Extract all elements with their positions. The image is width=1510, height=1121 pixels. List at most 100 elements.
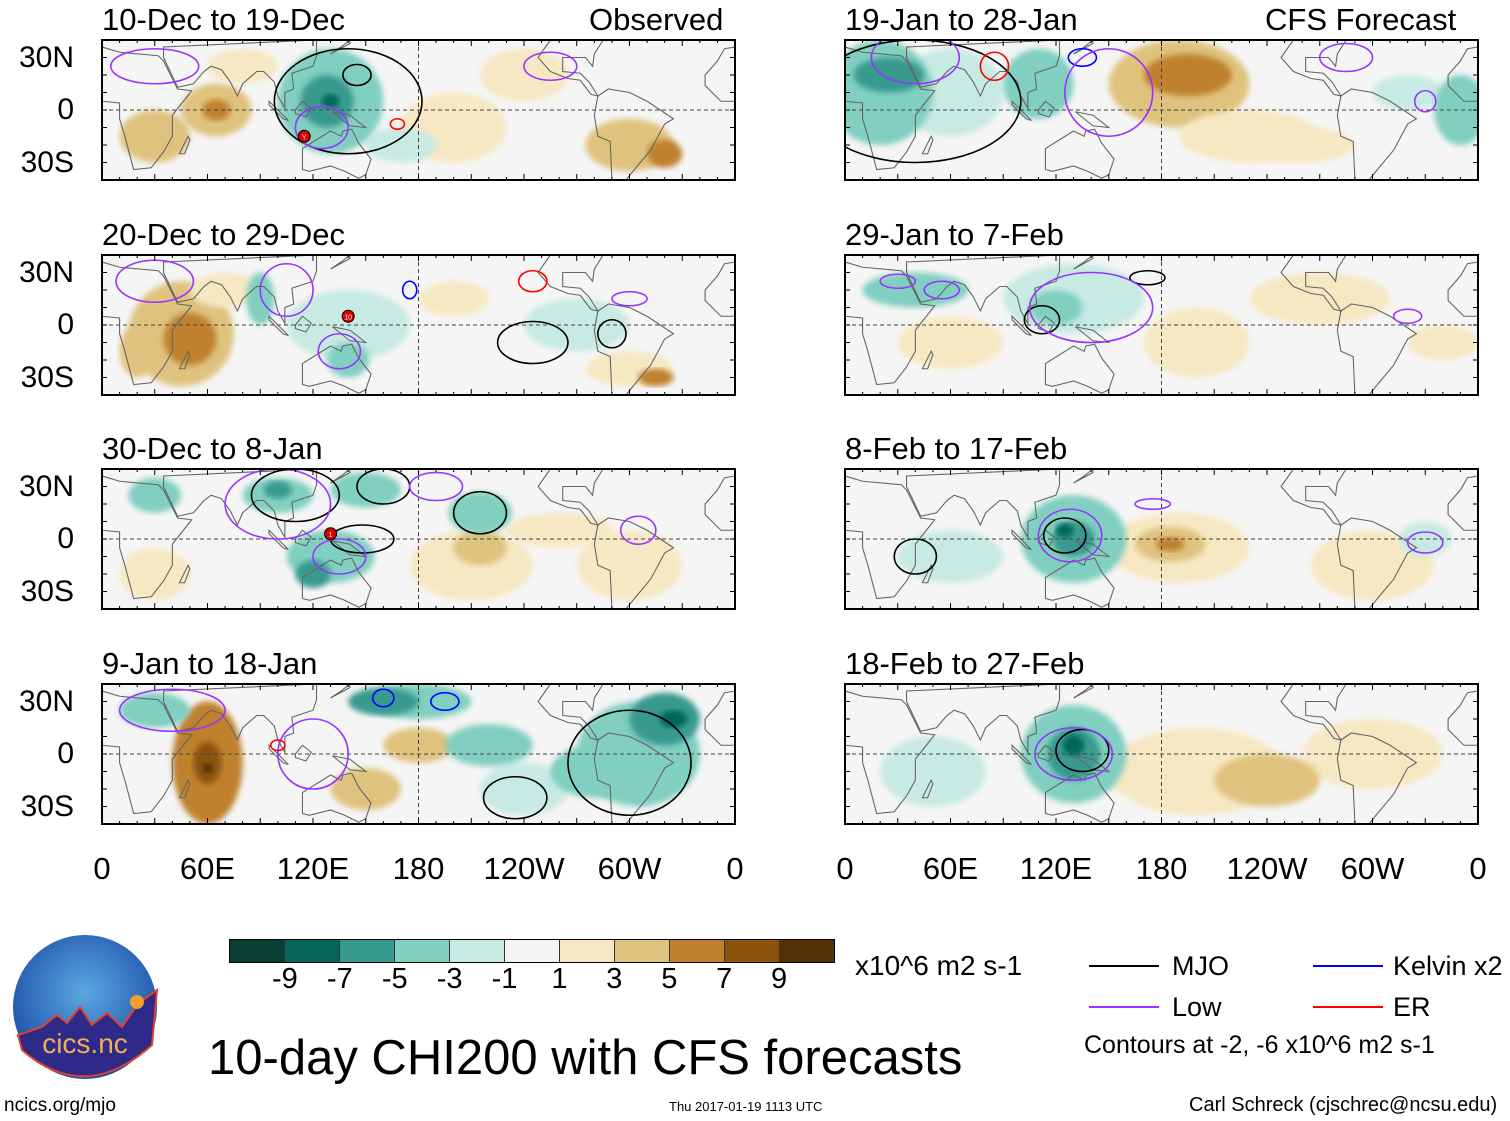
mjo-contour — [1055, 728, 1110, 773]
low-contour — [870, 40, 961, 85]
coastline — [537, 40, 604, 97]
longitude-label: 120W — [483, 851, 565, 886]
coastline — [593, 517, 675, 609]
coastline — [704, 475, 735, 531]
anomaly-region — [1156, 537, 1185, 552]
footer-url[interactable]: ncics.org/mjo — [4, 1095, 116, 1116]
anomaly-region — [295, 560, 331, 588]
latitude-label: 30S — [20, 789, 74, 823]
er-contour — [979, 51, 1010, 82]
panel-title: 10-Dec to 19-Dec — [102, 2, 345, 37]
mjo-contour — [845, 40, 1022, 164]
anomaly-region — [1214, 754, 1320, 807]
longitude-label: 120E — [1019, 851, 1093, 886]
mjo-contour — [482, 775, 548, 820]
anomaly-region — [330, 472, 401, 508]
low-contour — [1406, 531, 1444, 554]
anomaly-region — [263, 481, 292, 499]
coastline — [178, 564, 191, 584]
colorbar-label: 1 — [551, 963, 568, 995]
low-contour — [312, 538, 367, 575]
colorbar-units: x10^6 m2 s-1 — [855, 950, 1023, 981]
coastline — [330, 684, 351, 699]
anomaly-region — [383, 727, 454, 763]
anomaly-region — [348, 687, 419, 716]
colorbar-label: -3 — [436, 963, 463, 995]
anomaly-region — [1063, 734, 1085, 756]
mjo-contour — [342, 63, 372, 87]
anomaly-region — [365, 127, 437, 163]
colorbar-swatch — [780, 940, 834, 962]
anomaly-region — [1398, 521, 1452, 557]
longitude-label: 60E — [179, 851, 236, 886]
colorbar-swatch — [670, 940, 725, 962]
coastline — [1037, 315, 1055, 333]
anomaly-region — [128, 477, 182, 513]
mjo-contour — [597, 318, 627, 349]
mjo-contour — [496, 320, 569, 365]
longitude-label: 180 — [392, 851, 445, 886]
anomaly-region — [550, 745, 639, 798]
coastline — [301, 557, 372, 608]
latitude-label: 30S — [20, 574, 74, 608]
colorbar-swatch — [725, 940, 780, 962]
longitude-label: 120W — [1226, 851, 1308, 886]
coastline — [268, 743, 289, 766]
low-contour — [619, 515, 657, 546]
coastline — [162, 40, 318, 111]
colorbar-label: 9 — [771, 963, 788, 995]
anomaly-region — [897, 316, 1004, 369]
anomaly-region — [207, 48, 278, 84]
coastline — [1044, 772, 1115, 823]
colorbar-label: -7 — [326, 963, 353, 995]
coastline — [1011, 528, 1032, 551]
anomaly-region — [524, 298, 630, 352]
coastline — [178, 779, 191, 799]
low-contour — [923, 280, 961, 300]
anomaly-region — [1056, 523, 1074, 538]
coastline — [845, 475, 936, 600]
panel-title: 20-Dec to 29-Dec — [102, 217, 345, 252]
coastline — [537, 684, 604, 741]
map-panel — [844, 468, 1479, 610]
coastline — [1011, 743, 1032, 766]
longitude-label: 60W — [1340, 851, 1405, 886]
coastline — [1011, 99, 1032, 122]
coastline — [537, 469, 604, 526]
latitude-label: 30N — [18, 684, 74, 718]
longitude-label: 60W — [597, 851, 662, 886]
coastline — [905, 40, 1061, 111]
panel-title: 29-Jan to 7-Feb — [845, 217, 1064, 252]
panel-title: 19-Jan to 28-Jan — [845, 2, 1078, 37]
map-panel — [844, 39, 1479, 181]
mjo-contour — [1023, 304, 1061, 335]
kelvin-contour — [371, 688, 395, 708]
low-contour — [259, 262, 314, 318]
map-panel — [844, 254, 1479, 396]
map-panel: 10 — [101, 254, 736, 396]
longitude-label: 180 — [1135, 851, 1188, 886]
panel-title: 9-Jan to 18-Jan — [102, 646, 318, 681]
anomaly-region — [1249, 127, 1355, 163]
legend-low-label: Low — [1172, 992, 1222, 1022]
anomaly-region — [480, 48, 568, 102]
low-contour — [1318, 42, 1374, 73]
mjo-contour — [567, 709, 692, 817]
low-contour — [277, 718, 349, 790]
anomaly-region — [448, 491, 512, 534]
longitude-label: 60E — [922, 851, 979, 886]
coastline — [1044, 128, 1115, 179]
latitude-label: 30N — [18, 255, 74, 289]
svg-text:cics.nc: cics.nc — [42, 1028, 128, 1059]
low-contour — [523, 51, 578, 82]
coastline — [294, 744, 312, 762]
longitude-label: 120E — [276, 851, 350, 886]
svg-text:10: 10 — [344, 314, 352, 321]
coastline — [330, 469, 351, 484]
anomaly-region — [880, 736, 986, 807]
latitude-label: 30N — [18, 40, 74, 74]
mjo-contour — [893, 538, 938, 575]
coastline — [178, 350, 191, 370]
map-panel — [101, 683, 736, 825]
